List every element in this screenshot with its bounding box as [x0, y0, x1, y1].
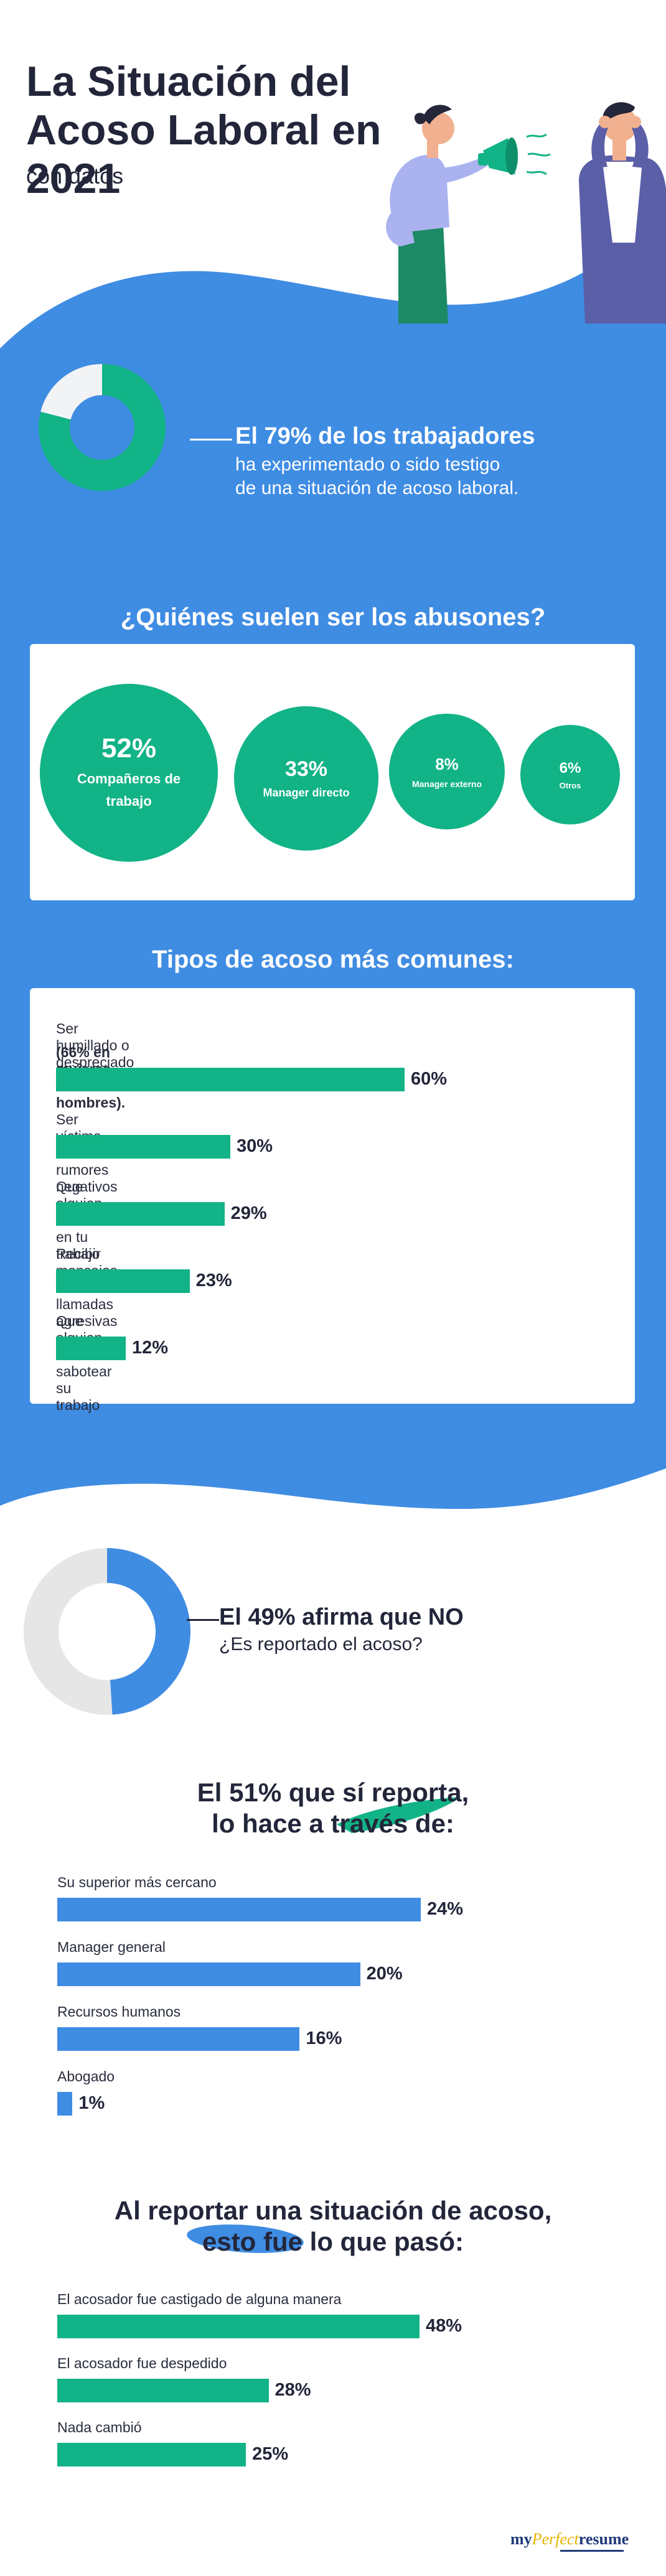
bar: [56, 1202, 225, 1226]
connector-line: [187, 1619, 219, 1621]
bar-value-label: 29%: [230, 1203, 267, 1223]
donut-slice-1: [40, 364, 103, 421]
outcomes-heading-line-1: Al reportar una situación de acoso,: [114, 2196, 552, 2225]
bar-value-label: 24%: [427, 1899, 464, 1919]
bar: [57, 2315, 420, 2338]
report-question: ¿Es reportado el acoso?: [219, 1634, 423, 1654]
page-subtitle: con datos: [26, 163, 124, 189]
channels-heading-line-1: El 51% que sí reporta,: [197, 1778, 469, 1807]
bar-value-label: 16%: [306, 2028, 342, 2048]
bar-value-label: 48%: [426, 2316, 462, 2336]
megaphone-icon: [478, 133, 551, 175]
page-title: La Situación del Acoso Laboral en 2021: [26, 58, 382, 202]
bar-value-label: 23%: [195, 1271, 232, 1290]
brand-perfect: Perfect: [532, 2530, 579, 2548]
bar: [57, 2092, 73, 2116]
types-card: Ser humillado o despreciado regularmente…: [30, 988, 635, 1413]
bar-category-label: Que alguien intente sabotear su trabajo: [56, 1313, 112, 1413]
bar: [56, 1068, 405, 1091]
bar-category-label: El acosador fue castigado de alguna mane…: [57, 2291, 342, 2307]
brand-resume: resume: [578, 2530, 629, 2548]
abusers-heading: ¿Quiénes suelen ser los abusones?: [120, 604, 546, 631]
bubble-value: 8%: [435, 754, 459, 773]
brand-my: my: [510, 2530, 532, 2548]
bar-value-label: 30%: [237, 1136, 273, 1156]
bubble-label: Manager externo: [411, 778, 482, 789]
bubble-label: Compañeros de trabajo: [77, 771, 181, 809]
bar-value-label: 60%: [411, 1069, 448, 1089]
bar: [57, 1962, 360, 1986]
bar-value-label: 25%: [252, 2444, 289, 2464]
woman-figure: [386, 105, 488, 324]
bar: [57, 2027, 300, 2051]
bubble-label: Manager directo: [263, 786, 350, 799]
bar: [56, 1269, 190, 1293]
brand-underline: [560, 2550, 624, 2552]
report-donut-chart: [24, 1548, 190, 1715]
green-brush-stroke: [337, 1797, 461, 1833]
witness-line-2: de una situación de acoso laboral.: [235, 478, 519, 498]
bar-category-label: Manager general: [57, 1939, 166, 1955]
bar: [56, 1135, 230, 1159]
bar: [57, 1898, 421, 1921]
bar-value-label: 20%: [366, 1964, 403, 1984]
abusers-card: 52% Compañeros de trabajo 33% Manager di…: [30, 644, 635, 900]
bar-category-label: Abogado: [57, 2068, 115, 2084]
bar: [56, 1337, 126, 1360]
channels-heading-line-2: lo hace a través de:: [212, 1809, 454, 1838]
donut-slice-1: [24, 1548, 113, 1715]
abuser-bubble-coworkers: 52% Compañeros de trabajo: [40, 684, 218, 862]
bar-value-label: 28%: [274, 2380, 311, 2400]
donut-slice-0: [39, 364, 166, 491]
connector-line: [190, 439, 232, 441]
outcomes-heading-line-2: esto fue lo que pasó:: [202, 2227, 464, 2256]
types-heading: Tipos de acoso más comunes:: [152, 946, 514, 973]
bar-category-label: Su superior más cercano: [57, 1874, 217, 1890]
witness-headline: El 79% de los trabajadores: [235, 423, 535, 449]
bar-category-label: Nada cambió: [57, 2419, 142, 2435]
myperfectresume-logo[interactable]: myPerfectresume: [510, 2530, 629, 2549]
abuser-bubble-others: 6% Otros: [520, 725, 620, 824]
bubble-value: 33%: [284, 757, 328, 781]
abuser-bubble-external-manager: 8% Manager externo: [389, 714, 505, 829]
bar-category-label: Recursos humanos: [57, 2004, 181, 2020]
witness-donut-chart: [39, 364, 166, 491]
man-covering-ears-figure: [579, 102, 666, 324]
blue-brush-stroke: [187, 2224, 304, 2253]
bar-category-label: El acosador fue despedido: [57, 2355, 227, 2371]
bubble-value: 52%: [101, 733, 157, 763]
bar: [57, 2443, 246, 2466]
witness-line-1: ha experimentado o sido testigo: [235, 454, 500, 475]
donut-slice-0: [106, 1548, 190, 1715]
bar-value-label: 1%: [78, 2093, 105, 2113]
bar: [57, 2379, 269, 2402]
report-headline: El 49% afirma que NO: [219, 1604, 464, 1630]
abuser-bubble-direct-manager: 33% Manager directo: [234, 706, 378, 851]
bubble-value: 6%: [559, 759, 581, 777]
megaphone-illustration: [386, 102, 666, 324]
bar-value-label: 12%: [132, 1338, 169, 1358]
bubble-label: Otros: [559, 780, 581, 790]
